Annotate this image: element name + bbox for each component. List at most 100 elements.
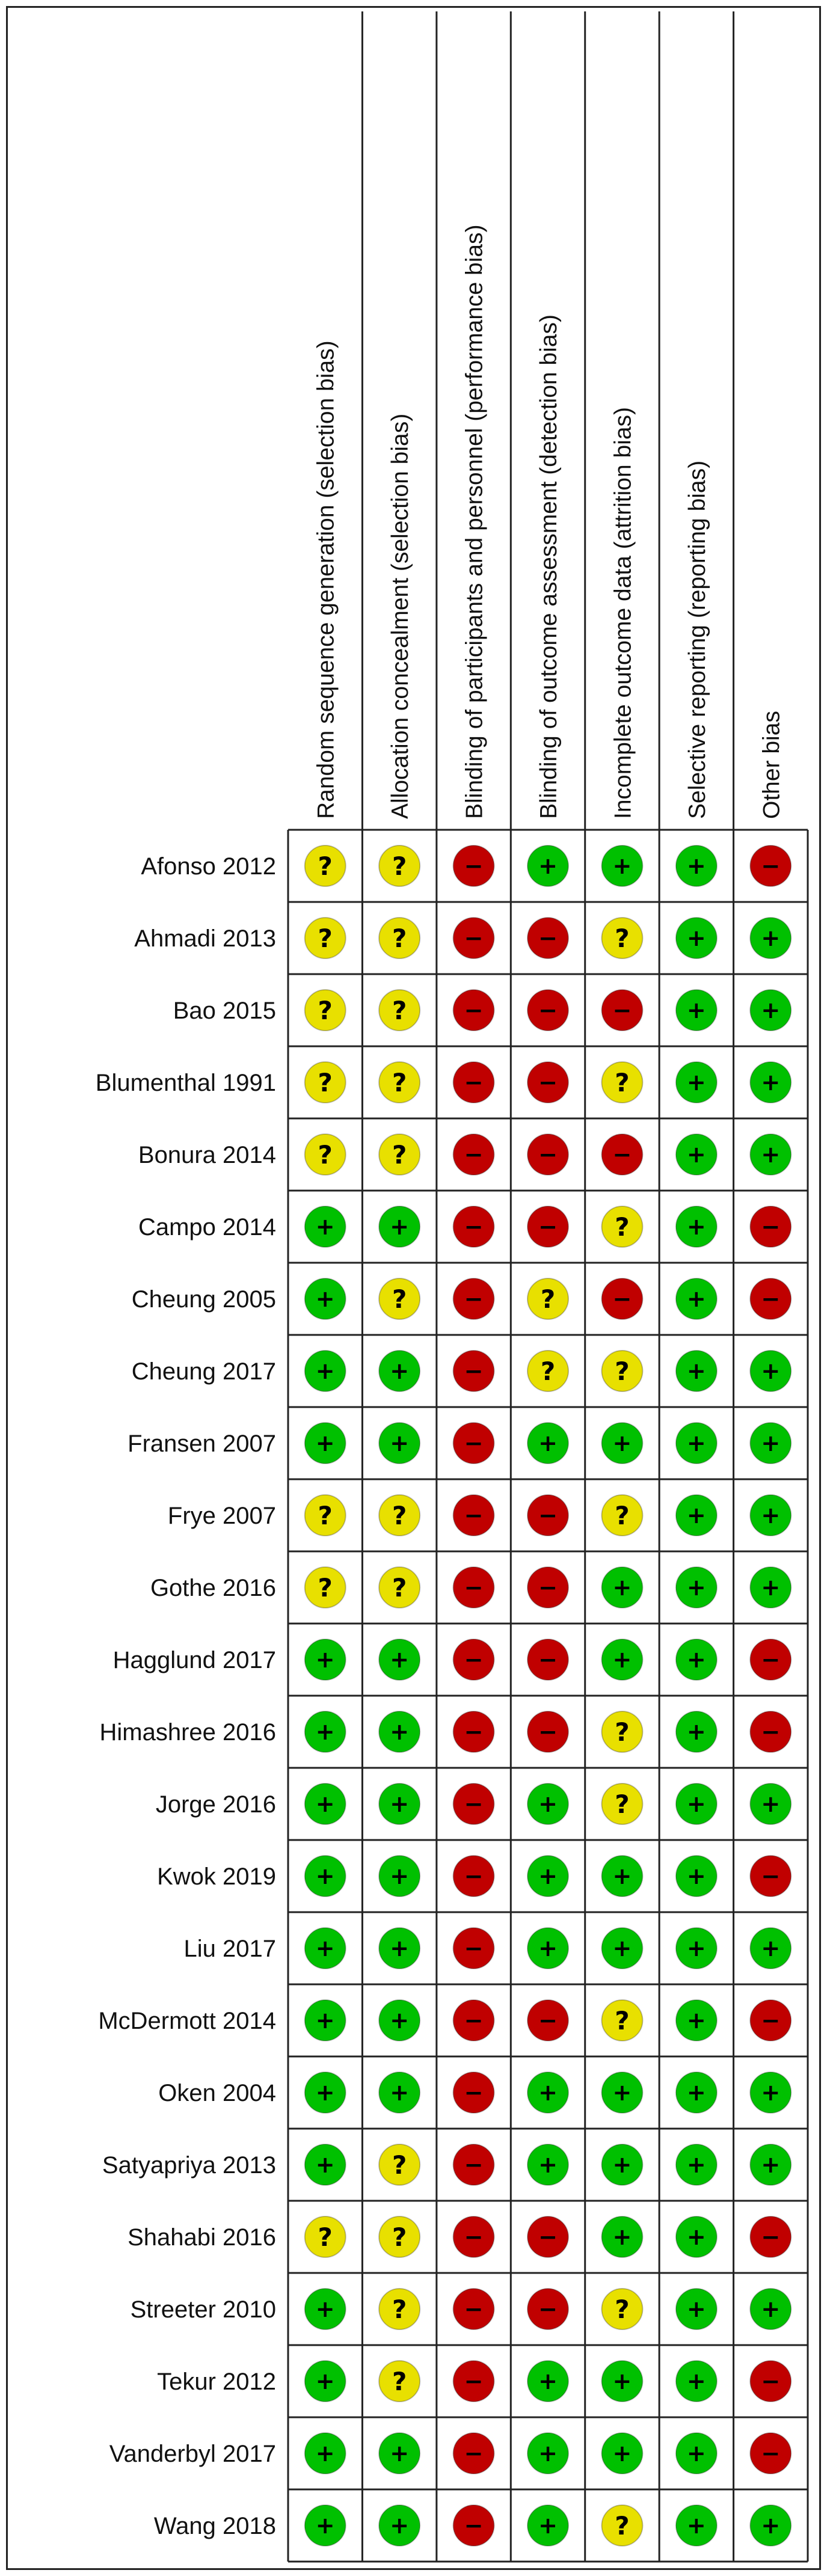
rating-circle <box>749 1206 792 1248</box>
rating-unclear-icon: ? <box>378 2360 421 2402</box>
rating-circle <box>452 1061 495 1103</box>
rating-symbol: ? <box>318 1140 333 1170</box>
rating-symbol: − <box>464 925 484 951</box>
rating-circle <box>378 1783 421 1825</box>
rating-unclear-icon: ? <box>601 1350 644 1392</box>
rating-circle <box>304 1855 346 1897</box>
rating-unclear-icon: ? <box>601 2504 644 2547</box>
rating-high-icon: − <box>749 1711 792 1753</box>
rating-symbol: + <box>390 2512 409 2539</box>
rating-symbol: − <box>464 997 484 1023</box>
rating-symbol: − <box>464 1502 484 1529</box>
rating-circle <box>601 2432 644 2474</box>
rating-symbol: + <box>687 2368 706 2394</box>
rating-symbol: + <box>687 1791 706 1817</box>
rating-unclear-icon: ? <box>304 1061 346 1103</box>
rating-high-icon: − <box>452 1999 495 2041</box>
rating-circle <box>527 2216 569 2258</box>
rating-low-icon: + <box>675 1566 718 1608</box>
rating-high-icon: − <box>601 1133 644 1176</box>
rating-circle <box>527 1927 569 1969</box>
rating-high-icon: − <box>452 2504 495 2547</box>
rating-unclear-icon: ? <box>601 1494 644 1536</box>
rating-low-icon: + <box>675 989 718 1031</box>
rating-unclear-icon: ? <box>304 1133 346 1176</box>
rating-low-icon: + <box>749 2072 792 2114</box>
study-label: McDermott 2014 <box>98 2008 276 2034</box>
rating-low-icon: + <box>749 2504 792 2547</box>
rating-high-icon: − <box>452 1566 495 1608</box>
rating-circle <box>749 2288 792 2330</box>
rating-circle <box>749 845 792 887</box>
rating-circle <box>378 2432 421 2474</box>
rating-circle <box>675 1494 718 1536</box>
rating-low-icon: + <box>527 1855 569 1897</box>
rating-circle <box>527 2288 569 2330</box>
rating-symbol: ? <box>318 851 333 881</box>
study-label: Shahabi 2016 <box>128 2224 276 2251</box>
rating-symbol: − <box>538 1141 558 1168</box>
risk-of-bias-summary: Random sequence generation (selection bi… <box>96 11 809 2563</box>
study-label: Cheung 2017 <box>132 1358 276 1385</box>
rating-low-icon: + <box>378 1711 421 1753</box>
rating-low-icon: + <box>749 1350 792 1392</box>
rating-low-icon: + <box>675 2144 718 2186</box>
study-label: Bao 2015 <box>173 998 276 1024</box>
rating-symbol: − <box>464 2151 484 2178</box>
rating-high-icon: − <box>527 1206 569 1248</box>
rating-low-icon: + <box>304 2432 346 2474</box>
rating-circle <box>675 2432 718 2474</box>
rating-circle <box>304 1206 346 1248</box>
rating-unclear-icon: ? <box>304 1566 346 1608</box>
rating-low-icon: + <box>675 1639 718 1681</box>
rating-symbol: − <box>761 2368 780 2394</box>
rating-low-icon: + <box>304 2288 346 2330</box>
rating-symbol: + <box>316 2151 335 2178</box>
rating-circle <box>378 2288 421 2330</box>
rating-low-icon: + <box>749 1133 792 1176</box>
rating-low-icon: + <box>304 1855 346 1897</box>
rating-circle <box>675 1422 718 1464</box>
rating-symbol: − <box>613 1141 632 1168</box>
rating-circle <box>452 2360 495 2402</box>
rating-symbol: + <box>761 2512 780 2539</box>
rating-unclear-icon: ? <box>378 845 421 887</box>
rating-circle <box>527 2504 569 2547</box>
rating-symbol: + <box>687 2151 706 2178</box>
rating-low-icon: + <box>304 1783 346 1825</box>
rating-high-icon: − <box>452 1133 495 1176</box>
rating-circle <box>675 1999 718 2041</box>
rating-symbol: ? <box>615 2511 629 2541</box>
rating-symbol: − <box>538 925 558 951</box>
rating-symbol: + <box>687 853 706 879</box>
rating-circle <box>304 1278 346 1320</box>
rating-symbol: ? <box>392 1573 407 1602</box>
rating-symbol: + <box>687 1430 706 1456</box>
rating-low-icon: + <box>527 2144 569 2186</box>
rating-symbol: + <box>687 925 706 951</box>
rating-circle <box>378 845 421 887</box>
rating-symbol: − <box>464 1286 484 1312</box>
rating-circle <box>378 1566 421 1608</box>
rating-high-icon: − <box>452 845 495 887</box>
rating-low-icon: + <box>601 1639 644 1681</box>
rating-symbol: − <box>538 1502 558 1529</box>
rating-symbol: − <box>761 2224 780 2250</box>
rating-circle <box>452 1566 495 1608</box>
rating-symbol: + <box>613 2440 632 2467</box>
rating-circle <box>675 2288 718 2330</box>
rating-circle <box>675 2144 718 2186</box>
rating-circle <box>452 845 495 887</box>
rating-high-icon: − <box>452 1783 495 1825</box>
rating-unclear-icon: ? <box>601 1783 644 1825</box>
rating-low-icon: + <box>304 2360 346 2402</box>
rating-circle <box>452 1783 495 1825</box>
rating-high-icon: − <box>452 1855 495 1897</box>
rating-low-icon: + <box>304 1711 346 1753</box>
rating-high-icon: − <box>527 1133 569 1176</box>
rating-low-icon: + <box>527 1783 569 1825</box>
rating-low-icon: + <box>304 2072 346 2114</box>
rating-symbol: − <box>464 2007 484 2034</box>
rating-symbol: − <box>538 1213 558 1240</box>
rating-circle <box>527 845 569 887</box>
